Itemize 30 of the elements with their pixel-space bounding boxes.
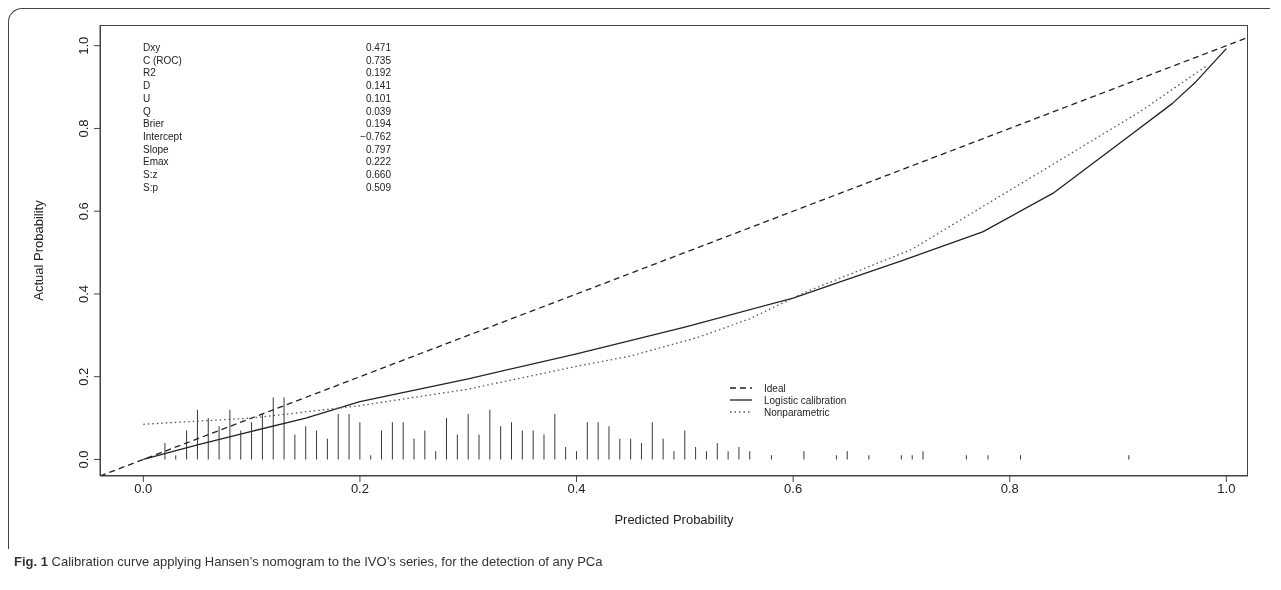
y-tick-label: 0.2 — [76, 367, 91, 386]
text: S:p 0.509 — [143, 181, 391, 193]
text: Brier 0.194 — [143, 118, 391, 130]
text: Q 0.039 — [143, 105, 391, 117]
text: Intercept −0.762 — [143, 130, 391, 142]
y-tick-label: 0.6 — [76, 202, 91, 221]
legend-label: Logistic calibration — [764, 394, 847, 406]
y-tick-label: 1.0 — [76, 36, 91, 55]
x-tick-label: 1.0 — [1217, 481, 1236, 497]
text: Emax 0.222 — [143, 156, 391, 168]
x-tick-label: 0.0 — [134, 481, 153, 497]
y-tick-label: 0.8 — [76, 119, 91, 138]
x-tick-label: 0.4 — [567, 481, 586, 497]
legend-label: Nonparametric — [764, 406, 830, 418]
text: R2 0.192 — [143, 67, 391, 79]
y-tick-label: 0.4 — [76, 284, 91, 303]
text: D 0.141 — [143, 80, 391, 92]
y-axis-title: Actual Probability — [30, 199, 46, 301]
x-tick-label: 0.2 — [350, 481, 369, 497]
x-tick-label: 0.6 — [784, 481, 803, 497]
text: Dxy 0.471 — [143, 42, 391, 53]
text: Slope 0.797 — [143, 143, 391, 155]
legend-label: Ideal — [764, 382, 786, 394]
x-axis-title: Predicted Probability — [614, 512, 735, 527]
caption: Fig. 1 Calibration curve applying Hansen’s nomogram to the IVO’s series, for the detection of any PCa — [14, 554, 603, 569]
text: S:z 0.660 — [143, 169, 391, 180]
x-tick-label: 0.8 — [1000, 481, 1019, 497]
y-tick-label: 0.0 — [76, 450, 91, 469]
text: C (ROC) 0.735 — [143, 54, 391, 66]
text: U 0.101 — [143, 92, 391, 104]
